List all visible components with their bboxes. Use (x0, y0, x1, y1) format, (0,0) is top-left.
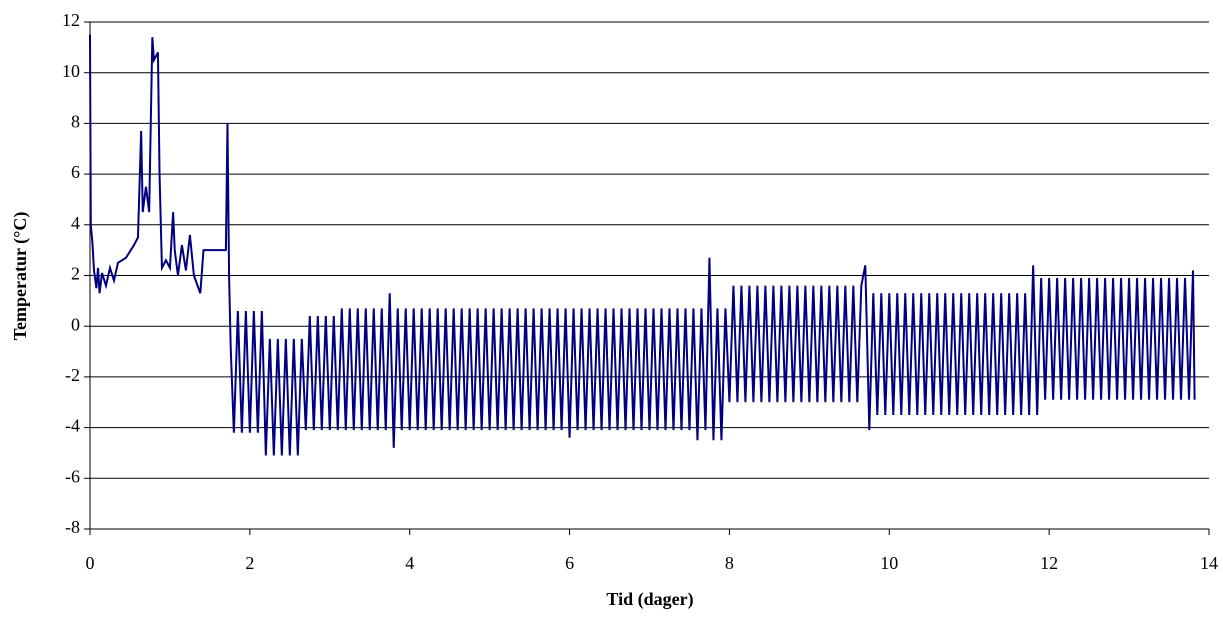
y-tick-label: -6 (65, 466, 80, 486)
y-tick-label: -2 (65, 365, 80, 385)
x-tick-label: 8 (725, 553, 734, 573)
x-tick-label: 10 (880, 553, 898, 573)
y-tick-label: 6 (71, 162, 80, 182)
x-axis-label: Tid (dager) (606, 589, 693, 610)
y-tick-label: 8 (71, 112, 80, 132)
y-tick-label: 0 (71, 314, 80, 334)
y-tick-label: 4 (71, 213, 80, 233)
x-tick-label: 6 (565, 553, 574, 573)
x-tick-label: 14 (1200, 553, 1218, 573)
y-tick-label: 2 (71, 264, 80, 284)
x-tick-label: 12 (1040, 553, 1058, 573)
y-tick-label: -4 (65, 416, 80, 436)
x-tick-label: 2 (245, 553, 254, 573)
y-tick-label: -8 (65, 517, 80, 537)
y-tick-label: 10 (62, 61, 80, 81)
data-line (89, 34, 1196, 456)
y-axis-label: Temperatur (°C) (10, 212, 31, 341)
x-tick-label: 0 (86, 553, 95, 573)
x-tick-label: 4 (405, 553, 414, 573)
y-tick-label: 12 (62, 10, 80, 30)
